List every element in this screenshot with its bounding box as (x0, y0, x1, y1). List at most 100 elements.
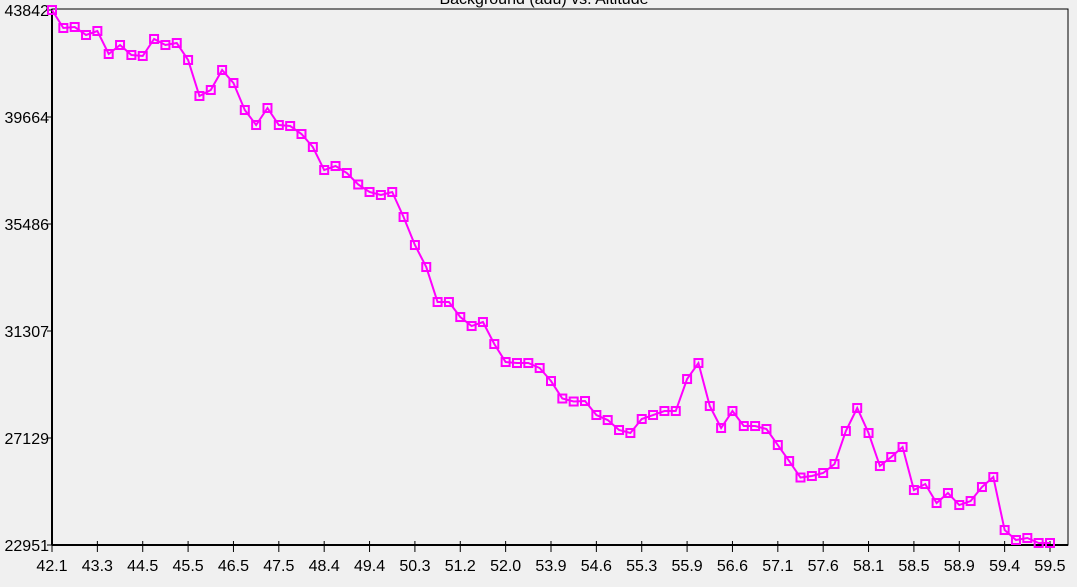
data-point-marker (115, 40, 126, 51)
data-point-marker (897, 442, 908, 453)
data-point-marker (262, 103, 273, 114)
data-point-marker (353, 179, 364, 190)
data-point-marker (806, 471, 817, 482)
data-point-marker (750, 421, 761, 432)
data-point-marker (965, 496, 976, 507)
data-point-marker (886, 452, 897, 463)
data-point-marker (942, 488, 953, 499)
x-tick-label: 42.1 (36, 558, 67, 575)
data-point-marker (455, 312, 466, 323)
data-point-marker (546, 376, 556, 387)
y-tick-label: 35486 (5, 217, 50, 234)
data-point-marker (217, 65, 228, 76)
data-point-marker (421, 262, 432, 273)
x-tick-label: 59.4 (989, 558, 1020, 575)
plot-frame (51, 8, 1069, 546)
data-point-marker (682, 374, 693, 385)
data-point-marker (194, 90, 205, 101)
y-ticks: 43842 39664 35486 31307 27129 22951 (5, 3, 52, 555)
data-point-marker (319, 165, 330, 176)
data-point-marker (1022, 533, 1033, 544)
y-tick-label: 31307 (5, 324, 50, 341)
data-point-marker (398, 211, 409, 222)
x-ticks: 42.1 43.3 44.5 45.5 46.5 47.5 48.4 49.4 50.3 51.2… (36, 541, 1066, 575)
data-point-marker (738, 421, 749, 432)
x-tick-label: 47.5 (263, 558, 294, 575)
x-tick-label: 56.6 (717, 558, 748, 575)
data-point-marker (852, 403, 863, 414)
data-point-marker (296, 128, 307, 139)
x-tick-label: 51.2 (445, 558, 476, 575)
data-point-marker (137, 50, 148, 61)
data-point-marker (103, 48, 114, 59)
data-point-marker (863, 428, 874, 439)
data-point-marker (477, 317, 488, 328)
data-point-marker (183, 54, 194, 65)
y-tick-label: 43842 (5, 3, 50, 20)
series-markers (47, 5, 1055, 549)
data-point-marker (772, 440, 783, 451)
data-point-marker (466, 321, 477, 332)
data-point-marker (47, 5, 57, 15)
data-point-marker (908, 485, 919, 496)
data-point-marker (727, 406, 738, 417)
data-point-marker (511, 358, 522, 369)
data-point-marker (1010, 535, 1021, 546)
y-tick-label: 22951 (5, 538, 50, 555)
data-point-marker (171, 38, 182, 49)
data-point-marker (205, 85, 216, 96)
x-tick-label: 58.1 (853, 558, 884, 575)
data-point-marker (716, 423, 727, 434)
x-tick-label: 48.4 (309, 558, 340, 575)
data-point-marker (489, 339, 500, 350)
x-tick-label: 45.5 (173, 558, 204, 575)
data-point-marker (591, 410, 602, 421)
data-point-marker (670, 406, 681, 417)
x-tick-label: 57.6 (808, 558, 839, 575)
x-tick-label: 53.9 (535, 558, 566, 575)
x-tick-label: 50.3 (399, 558, 430, 575)
data-point-marker (693, 358, 704, 369)
data-point-marker (330, 161, 341, 172)
data-point-marker (840, 426, 851, 437)
chart-title: Background (adu) vs. Altitude (439, 0, 648, 8)
data-point-marker (273, 120, 284, 131)
data-point-marker (534, 363, 545, 374)
data-point-marker (81, 29, 92, 40)
data-point-marker (409, 240, 420, 251)
data-point-marker (69, 22, 80, 33)
data-point-marker (228, 78, 239, 89)
x-tick-label: 59.5 (1034, 558, 1065, 575)
data-point-marker (58, 23, 69, 34)
x-tick-label: 54.6 (581, 558, 612, 575)
data-point-marker (92, 25, 103, 36)
x-tick-label: 52.0 (490, 558, 521, 575)
data-point-marker (149, 33, 160, 44)
data-point-marker (795, 472, 806, 483)
x-tick-label: 43.3 (82, 558, 113, 575)
series-line (51, 9, 1050, 545)
data-point-marker (636, 414, 647, 425)
data-point-marker (784, 456, 795, 467)
x-tick-label: 58.5 (898, 558, 929, 575)
data-point-marker (761, 424, 772, 435)
data-point-marker (1045, 538, 1055, 549)
data-point-marker (341, 168, 352, 179)
data-point-marker (931, 498, 942, 509)
data-point-marker (614, 425, 625, 436)
data-point-marker (160, 40, 171, 51)
x-tick-label: 49.4 (354, 558, 385, 575)
data-point-marker (580, 396, 591, 407)
data-point-marker (251, 120, 262, 131)
data-point-marker (239, 105, 250, 116)
data-point-marker (432, 297, 443, 308)
data-point-marker (818, 468, 829, 479)
data-point-marker (307, 142, 318, 153)
y-tick-label: 39664 (5, 110, 50, 127)
data-point-marker (1033, 538, 1044, 549)
data-point-marker (126, 49, 137, 60)
y-tick-label: 27129 (5, 431, 50, 448)
data-point-marker (954, 500, 965, 511)
data-point-marker (443, 297, 454, 308)
